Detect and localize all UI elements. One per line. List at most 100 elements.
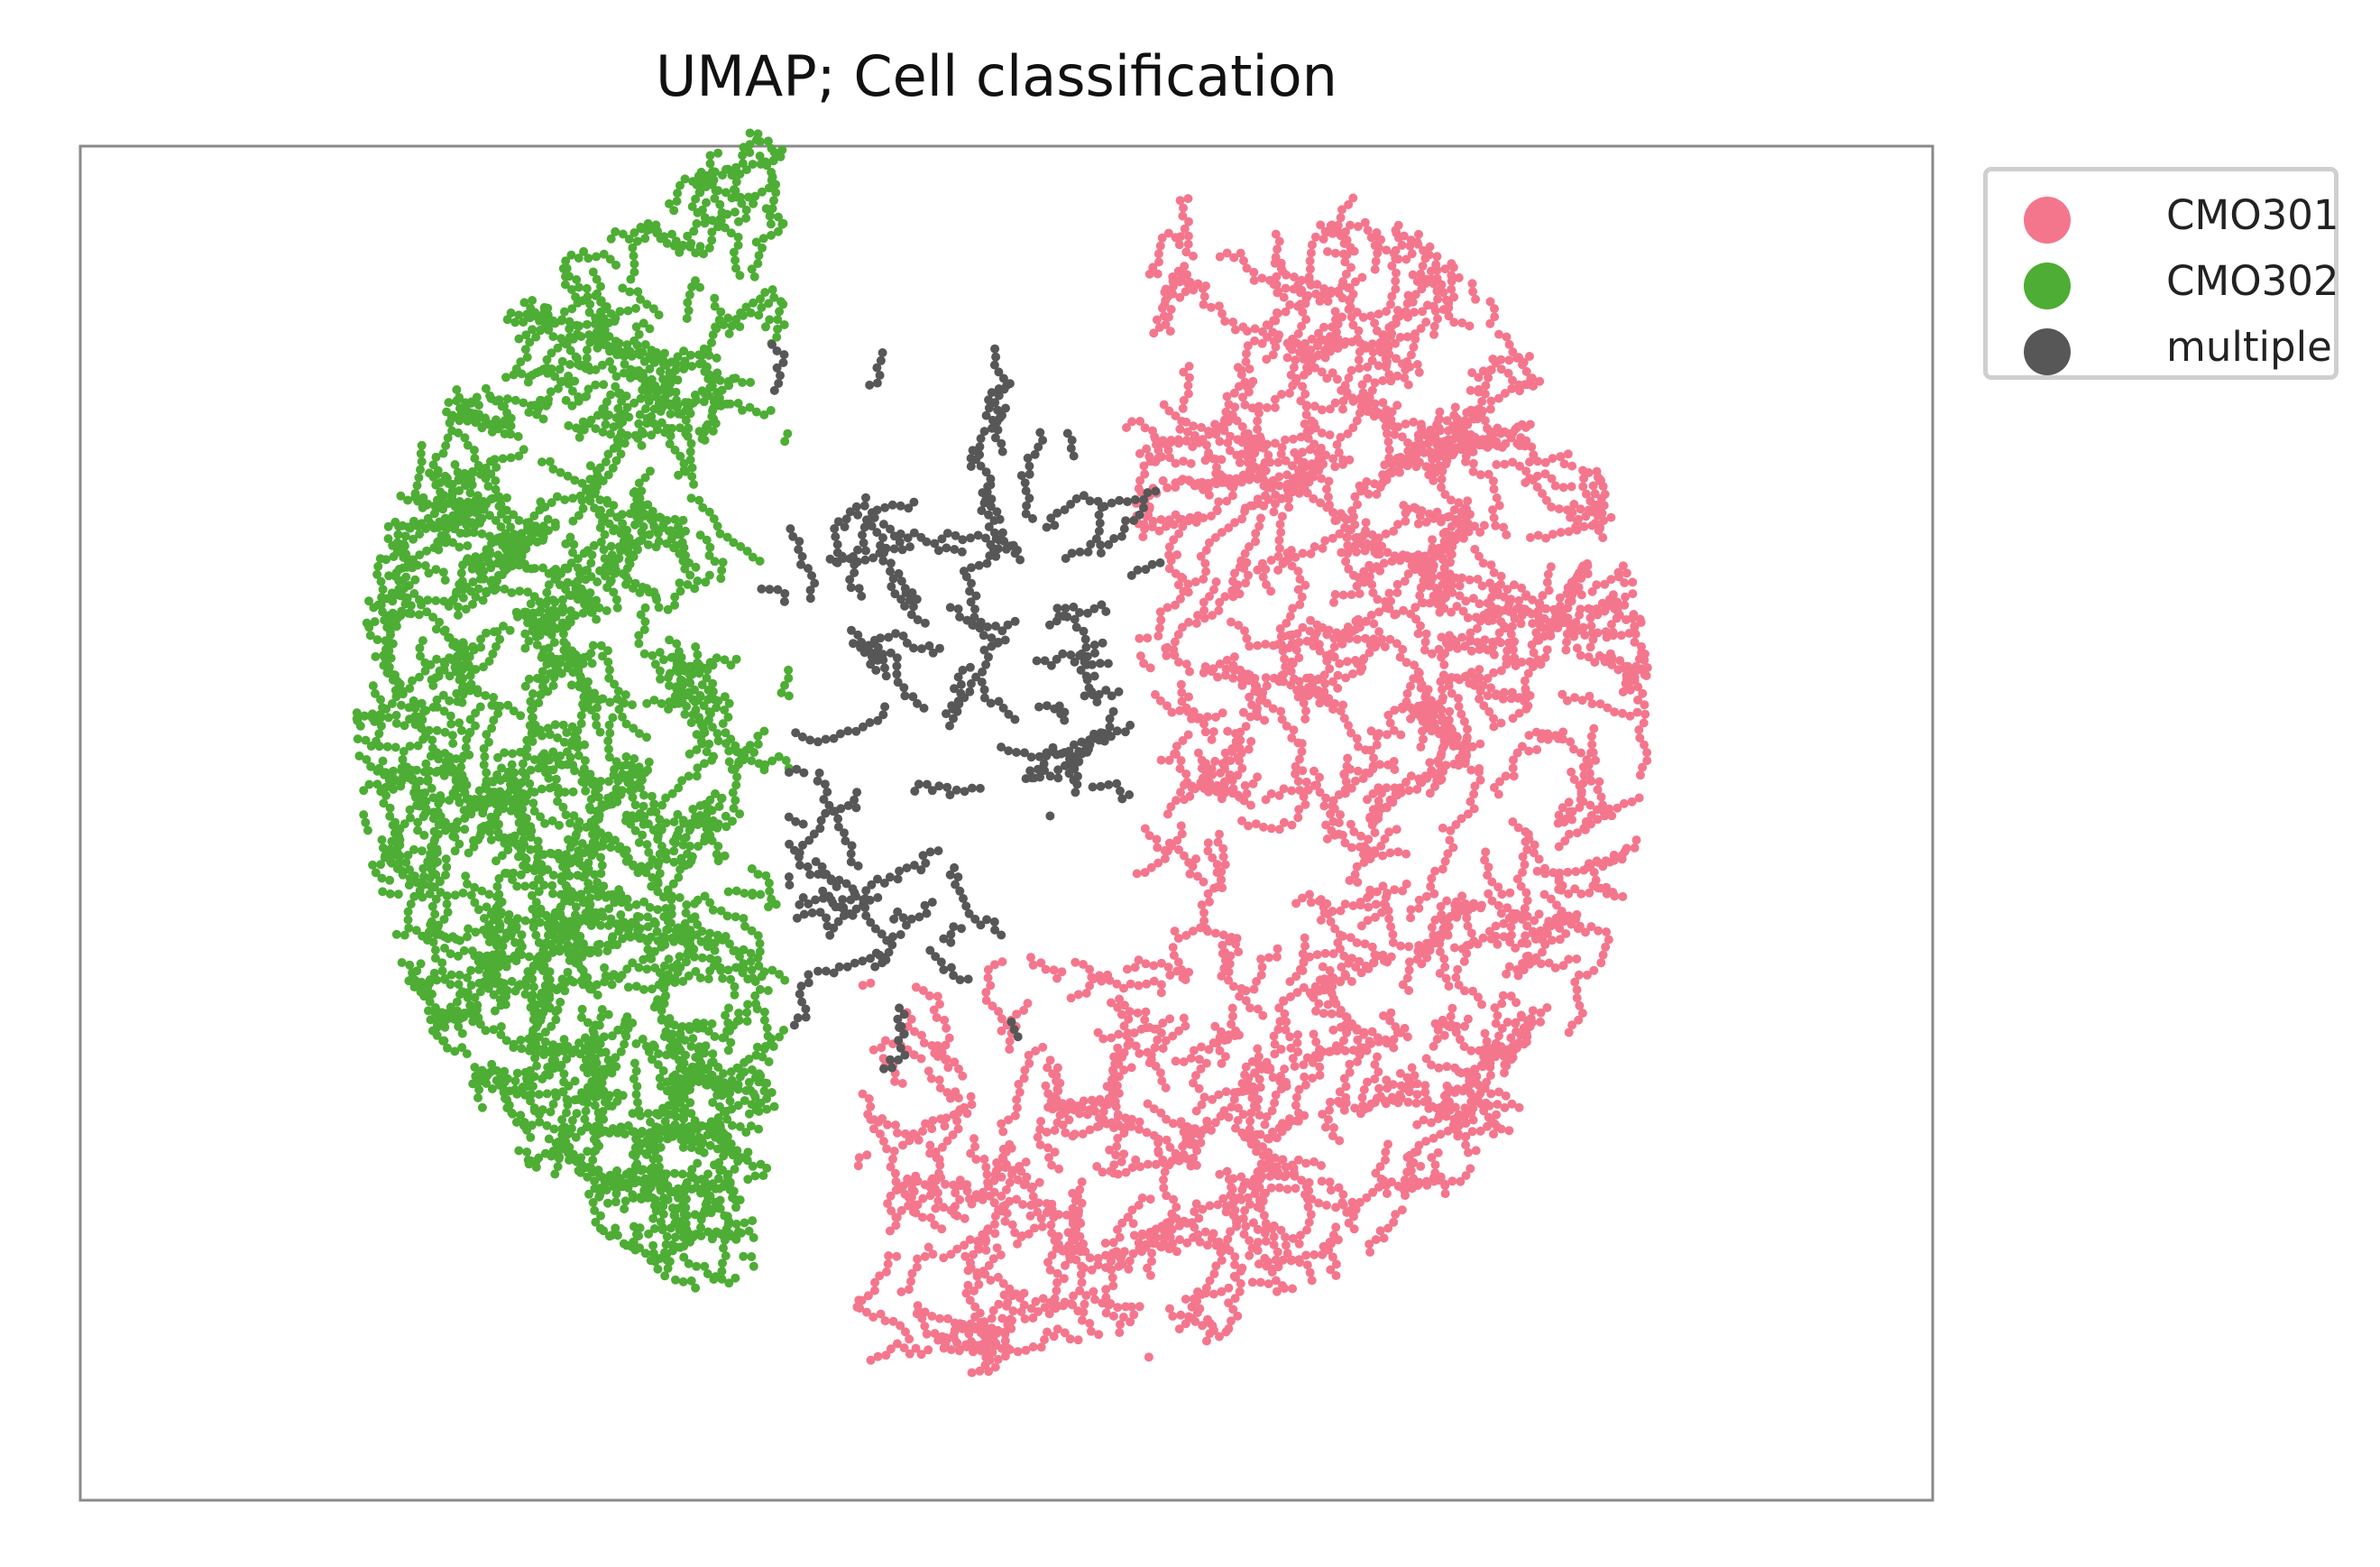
point-cmo301 <box>1496 666 1506 676</box>
point-cmo301 <box>1435 407 1445 417</box>
point-cmo301 <box>1181 659 1191 669</box>
point-cmo301 <box>1230 1205 1240 1215</box>
point-cmo301 <box>1042 1208 1052 1218</box>
point-cmo301 <box>1459 429 1469 439</box>
point-cmo301 <box>1466 646 1476 656</box>
point-cmo301 <box>1475 616 1485 626</box>
point-cmo301 <box>1351 776 1360 786</box>
point-cmo301 <box>1374 361 1383 371</box>
point-cmo301 <box>1050 1126 1060 1135</box>
point-cmo301 <box>1055 1102 1065 1111</box>
point-cmo301 <box>1266 586 1276 596</box>
point-cmo301 <box>1305 1267 1315 1277</box>
point-cmo301 <box>1546 562 1556 572</box>
point-cmo301 <box>994 1007 1004 1017</box>
point-cmo301 <box>1238 322 1248 332</box>
point-cmo301 <box>1077 1177 1087 1187</box>
point-cmo301 <box>1440 442 1450 452</box>
point-cmo301 <box>1595 699 1605 709</box>
point-cmo301 <box>1452 602 1462 612</box>
point-cmo301 <box>1509 771 1519 781</box>
point-cmo301 <box>1429 769 1438 779</box>
point-cmo301 <box>1233 1087 1243 1097</box>
point-cmo301 <box>1460 1111 1470 1120</box>
point-cmo301 <box>1359 483 1369 493</box>
point-cmo301 <box>1367 1027 1377 1037</box>
point-cmo301 <box>1442 416 1452 426</box>
point-cmo301 <box>1221 1052 1230 1062</box>
point-cmo301 <box>1101 1293 1111 1303</box>
point-cmo301 <box>1153 1148 1163 1157</box>
point-cmo301 <box>1270 402 1280 412</box>
point-cmo301 <box>1307 335 1317 344</box>
point-cmo301 <box>1411 1098 1421 1108</box>
point-cmo301 <box>1183 239 1193 249</box>
point-cmo301 <box>1319 902 1328 912</box>
point-cmo301 <box>1331 1222 1341 1232</box>
point-cmo301 <box>1336 706 1346 716</box>
point-cmo301 <box>1325 430 1335 440</box>
point-cmo301 <box>1277 390 1286 400</box>
point-cmo301 <box>1369 634 1379 644</box>
point-cmo301 <box>965 1258 975 1267</box>
point-cmo301 <box>1373 1052 1382 1062</box>
point-cmo301 <box>1400 373 1410 383</box>
point-cmo301 <box>1401 307 1411 317</box>
point-cmo301 <box>1326 1097 1335 1107</box>
point-cmo301 <box>1282 1249 1292 1258</box>
point-cmo301 <box>1268 704 1278 714</box>
point-cmo301 <box>1317 367 1327 377</box>
point-cmo301 <box>1363 373 1373 383</box>
point-cmo301 <box>1558 961 1568 971</box>
point-cmo301 <box>1271 1090 1281 1100</box>
point-cmo301 <box>1181 436 1191 446</box>
point-cmo301 <box>1622 675 1631 684</box>
point-cmo301 <box>1529 848 1539 858</box>
point-cmo301 <box>957 1181 966 1191</box>
point-cmo301 <box>1372 489 1382 499</box>
point-cmo301 <box>1468 594 1478 604</box>
point-cmo301 <box>1559 817 1569 827</box>
point-cmo301 <box>1561 645 1571 655</box>
point-cmo301 <box>1546 921 1556 931</box>
point-cmo301 <box>1165 1304 1174 1314</box>
point-cmo301 <box>1567 482 1576 492</box>
point-cmo301 <box>1383 1083 1392 1093</box>
point-cmo301 <box>988 1001 997 1011</box>
point-cmo301 <box>1153 858 1163 868</box>
point-cmo301 <box>1272 272 1282 281</box>
point-cmo301 <box>1467 279 1477 289</box>
point-cmo301 <box>1270 1098 1280 1108</box>
point-cmo301 <box>1135 1048 1144 1058</box>
point-cmo301 <box>1618 891 1628 901</box>
point-cmo301 <box>1109 1078 1119 1088</box>
point-cmo301 <box>1392 1028 1402 1037</box>
point-cmo301 <box>1211 713 1220 722</box>
point-cmo301 <box>1243 341 1253 351</box>
point-cmo301 <box>1363 362 1373 372</box>
point-cmo301 <box>1465 445 1475 455</box>
point-cmo301 <box>1028 960 1038 970</box>
point-cmo301 <box>1235 792 1245 802</box>
point-cmo301 <box>1497 890 1507 899</box>
point-cmo301 <box>1483 871 1493 880</box>
point-cmo301 <box>1315 1045 1324 1055</box>
point-cmo301 <box>1246 1108 1256 1118</box>
point-cmo301 <box>1385 1016 1395 1026</box>
point-cmo301 <box>1203 838 1213 848</box>
point-cmo301 <box>1349 827 1359 836</box>
point-cmo301 <box>1515 386 1524 396</box>
point-cmo301 <box>1531 953 1541 963</box>
point-cmo301 <box>1500 1102 1510 1112</box>
point-cmo301 <box>1593 511 1603 521</box>
point-cmo301 <box>910 1027 919 1037</box>
point-cmo301 <box>1215 597 1225 607</box>
point-cmo301 <box>1570 625 1580 635</box>
point-cmo301 <box>1234 947 1244 957</box>
point-cmo301 <box>1200 1227 1210 1237</box>
point-cmo301 <box>1237 1184 1247 1194</box>
point-cmo301 <box>1480 635 1490 645</box>
point-cmo301 <box>1236 983 1246 993</box>
point-cmo301 <box>1567 807 1577 816</box>
point-cmo301 <box>1374 607 1384 617</box>
